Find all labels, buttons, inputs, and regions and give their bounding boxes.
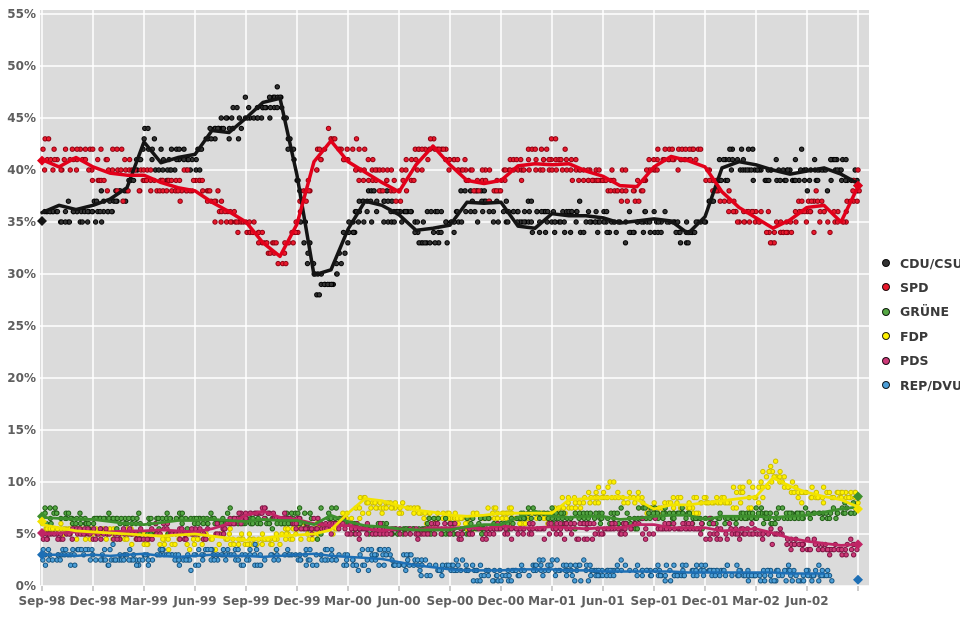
- x-axis-tick-label: Jun-00: [377, 594, 421, 608]
- y-axis-tick-label: 15%: [7, 423, 36, 437]
- x-axis-tick-label: Mar-02: [732, 594, 780, 608]
- y-axis-tick-label: 45%: [7, 111, 36, 125]
- x-axis-tick-label: Sep-01: [630, 594, 678, 608]
- x-axis-tick-label: Jun-02: [785, 594, 829, 608]
- legend-marker-gruene-icon: [882, 307, 890, 316]
- legend-item-pds: PDS: [876, 353, 929, 369]
- x-axis-tick-label: Sep-00: [426, 594, 474, 608]
- y-axis-tick-label: 40%: [7, 163, 36, 177]
- x-axis-tick-label: Mar-01: [528, 594, 576, 608]
- legend-item-fdp: FDP: [876, 328, 928, 344]
- x-axis-tick-label: Mar-00: [324, 594, 372, 608]
- x-axis-tick-label: Mar-99: [120, 594, 168, 608]
- y-axis-tick-label: 20%: [7, 371, 36, 385]
- legend-item-gruene: GRÜNE: [876, 304, 949, 320]
- legend-marker-spd-icon: [882, 283, 890, 292]
- legend-label: CDU/CSU: [900, 255, 960, 271]
- legend-item-cdu-csu: CDU/CSU: [876, 255, 960, 271]
- y-axis-tick-label: 55%: [7, 7, 36, 21]
- y-axis-tick-label: 0%: [15, 579, 36, 593]
- legend-marker-rep-dvu-icon: [882, 381, 890, 389]
- legend-label: GRÜNE: [900, 304, 950, 320]
- x-axis-tick-label: Dec-98: [69, 594, 117, 608]
- x-axis-tick-label: Jun-99: [173, 594, 217, 608]
- legend-label: REP/DVU: [900, 377, 960, 393]
- x-axis-tick-label: Sep-98: [18, 594, 66, 608]
- y-axis-tick-label: 25%: [7, 319, 36, 333]
- legend-label: FDP: [900, 328, 929, 344]
- x-axis-tick-label: Dec-01: [681, 594, 729, 608]
- x-axis-tick-label: Dec-99: [273, 594, 321, 608]
- y-axis-tick-label: 5%: [15, 527, 36, 541]
- x-axis-tick-label: Jun-01: [581, 594, 625, 608]
- legend-label: SPD: [900, 279, 929, 295]
- legend-item-spd: SPD: [876, 279, 929, 295]
- x-axis-tick-label: Sep-99: [222, 594, 270, 608]
- x-axis-tick-label: Dec-00: [477, 594, 525, 608]
- legend-item-rep-dvu: REP/DVU: [876, 377, 960, 393]
- y-axis-tick-label: 10%: [7, 475, 36, 489]
- y-axis-tick-label: 30%: [7, 267, 36, 281]
- y-axis-tick-label: 50%: [7, 59, 36, 73]
- legend-marker-pds-icon: [882, 356, 890, 365]
- legend-label: PDS: [900, 353, 929, 369]
- legend-marker-cdu-csu-icon: [882, 259, 890, 267]
- y-axis-tick-label: 35%: [7, 215, 36, 229]
- legend-marker-fdp-icon: [882, 332, 890, 341]
